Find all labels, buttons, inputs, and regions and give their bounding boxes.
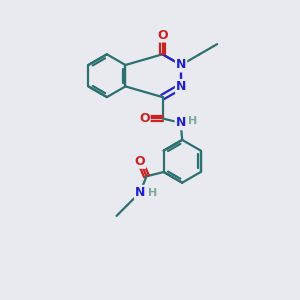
Text: N: N bbox=[176, 58, 186, 71]
Text: N: N bbox=[135, 186, 145, 199]
Text: O: O bbox=[157, 28, 168, 41]
Text: H: H bbox=[188, 116, 197, 126]
Text: O: O bbox=[139, 112, 150, 125]
Text: N: N bbox=[176, 116, 186, 129]
Text: N: N bbox=[176, 80, 186, 93]
Text: H: H bbox=[148, 188, 158, 198]
Text: O: O bbox=[135, 155, 146, 168]
